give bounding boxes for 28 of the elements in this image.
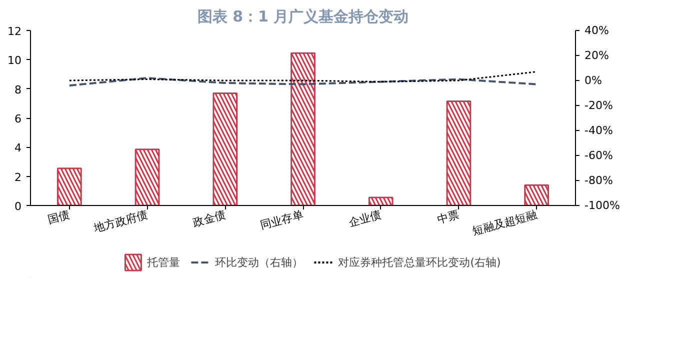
- y2-tick-label: 20%: [584, 49, 609, 62]
- x-tick-label: 国债: [46, 208, 72, 226]
- x-tick-label: 企业债: [347, 208, 383, 230]
- y2-tick-label: -40%: [584, 124, 613, 137]
- legend-label: 托管量: [147, 254, 180, 270]
- legend-label: 对应券种托管总量环比变动(右轴): [338, 254, 501, 270]
- y-tick-label: 8: [14, 83, 22, 96]
- y-tick-label: 6: [14, 112, 22, 126]
- x-tick-label: 政金债: [192, 208, 227, 230]
- y-tick-label: 0: [14, 200, 22, 213]
- x-tick-label: 短融及超短融: [471, 208, 538, 238]
- y-tick-label: 12: [8, 25, 22, 38]
- y2-tick-label: -100%: [584, 199, 620, 212]
- chart-title: 图表 8：1 月广义基金持仓变动: [197, 8, 409, 26]
- legend-label: 环比变动（右轴）: [215, 254, 304, 270]
- y-tick-label: 10: [8, 54, 22, 68]
- y2-tick-label: 40%: [584, 24, 609, 37]
- y2-tick-label: -60%: [584, 149, 613, 162]
- x-tick-label: 地方政府债: [91, 208, 149, 236]
- y2-tick-label: -20%: [584, 99, 613, 112]
- y2-tick-label: -80%: [584, 174, 613, 187]
- x-tick-label: 中票: [436, 208, 460, 226]
- line-series: [68, 77, 538, 86]
- y-tick-label: 4: [14, 142, 22, 155]
- line-series: [68, 71, 538, 82]
- y2-tick-label: 0%: [584, 74, 602, 87]
- y-tick-label: 2: [14, 170, 22, 184]
- x-tick-label: 同业存单: [258, 208, 305, 232]
